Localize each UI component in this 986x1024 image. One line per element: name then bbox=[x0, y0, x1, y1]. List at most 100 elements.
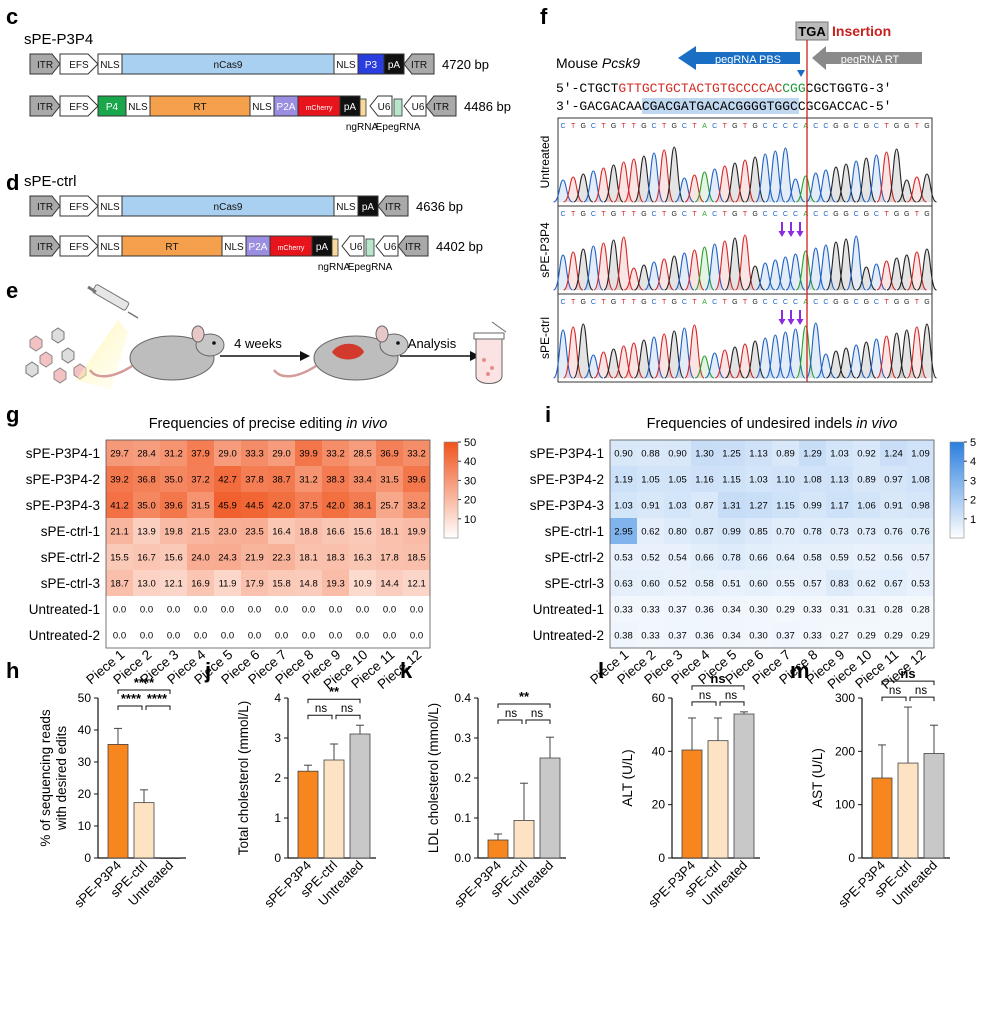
trace-peak bbox=[916, 248, 938, 291]
mouse-icon-before bbox=[88, 325, 225, 381]
base-call: C bbox=[591, 123, 596, 130]
heatmap-cell-value: 24.0 bbox=[191, 553, 210, 564]
track-frame bbox=[557, 117, 933, 207]
heatmap-cell-value: 16.9 bbox=[191, 579, 210, 590]
heatmap-cell-value: 37.8 bbox=[245, 475, 264, 486]
u6-promoter bbox=[403, 95, 427, 117]
workflow-illustration: 4 weeks Analysis bbox=[25, 284, 507, 390]
heatmap-cell-value: 1.03 bbox=[668, 501, 687, 512]
heatmap-cell bbox=[880, 544, 907, 570]
significance-label: **** bbox=[147, 691, 168, 706]
heatmap-cell-value: 41.2 bbox=[110, 501, 129, 512]
heatmap-cell-value: 19.8 bbox=[164, 527, 183, 538]
heatmap-cell bbox=[637, 544, 664, 570]
base-call: G bbox=[843, 123, 848, 130]
heatmap-cell bbox=[826, 492, 853, 518]
heatmap-cell-value: 0.37 bbox=[668, 605, 687, 616]
heatmap-cell bbox=[376, 466, 403, 492]
epegrna-scaffold bbox=[365, 238, 375, 257]
heatmap-cell bbox=[610, 466, 637, 492]
base-call: A bbox=[803, 211, 808, 218]
heatmap-cell bbox=[322, 518, 349, 544]
ngrna-scaffold bbox=[359, 98, 367, 117]
base-call: A bbox=[803, 299, 808, 306]
base-call: C bbox=[823, 299, 828, 306]
heatmap-cell bbox=[853, 622, 880, 648]
base-call: G bbox=[581, 211, 586, 218]
base-call: C bbox=[773, 123, 778, 130]
element-label: pA bbox=[344, 102, 357, 113]
y-tick-label: 0.0 bbox=[454, 851, 471, 865]
bar-chart-h: 0 10 20 30 40 50 % of sequencing reads with des… bbox=[38, 675, 186, 911]
heatmap-cell bbox=[691, 492, 718, 518]
heatmap-cell-value: 1.15 bbox=[722, 475, 741, 486]
heatmap-cell bbox=[376, 492, 403, 518]
base-call: C bbox=[651, 211, 656, 218]
heatmap-cell bbox=[133, 570, 160, 596]
heatmap-cell bbox=[241, 596, 268, 622]
base-call: T bbox=[743, 211, 748, 218]
heatmap-cell bbox=[187, 492, 214, 518]
pegrna-pbs-arrow bbox=[678, 46, 800, 70]
heatmap-cell bbox=[718, 492, 745, 518]
heatmap-cell bbox=[403, 466, 430, 492]
heatmap-cell bbox=[664, 492, 691, 518]
significance-bracket bbox=[881, 696, 907, 702]
heatmap-cell-value: 16.4 bbox=[272, 527, 291, 538]
heatmap-cell-value: 0.78 bbox=[803, 527, 822, 538]
heatmap-cell-value: 10.9 bbox=[353, 579, 372, 590]
y-tick-label: 60 bbox=[652, 691, 666, 705]
heatmap-cell bbox=[241, 544, 268, 570]
significance-label: ** bbox=[519, 689, 530, 704]
heatmap-cell bbox=[826, 596, 853, 622]
heatmap-cell bbox=[268, 440, 295, 466]
bar bbox=[733, 713, 755, 859]
base-call: G bbox=[894, 299, 899, 306]
heatmap-row-label: sPE-P3P4-3 bbox=[26, 498, 100, 513]
itr-element bbox=[425, 95, 457, 117]
heatmap-cell bbox=[637, 466, 664, 492]
heatmap-cell bbox=[637, 622, 664, 648]
heatmap-cell bbox=[664, 570, 691, 596]
heatmap-cell-value: 31.5 bbox=[191, 501, 210, 512]
ngrna-label: ngRNA bbox=[318, 262, 351, 273]
track-label: sPE-ctrl bbox=[538, 317, 552, 359]
heatmap-cell-value: 0.76 bbox=[884, 527, 903, 538]
significance-bracket bbox=[497, 703, 551, 708]
heatmap-cell-value: 0.33 bbox=[641, 605, 660, 616]
heatmap-cell bbox=[610, 544, 637, 570]
heatmap-cell bbox=[241, 622, 268, 648]
heatmap-cell-value: 0.59 bbox=[830, 553, 849, 564]
base-call: T bbox=[723, 123, 728, 130]
bar bbox=[539, 757, 561, 859]
heatmap-cell-value: 1.25 bbox=[722, 449, 741, 460]
significance-label: ** bbox=[329, 684, 340, 699]
heatmap-cell-value: 0.80 bbox=[668, 527, 687, 538]
significance-label: ns bbox=[699, 690, 711, 702]
significance-label: ns bbox=[315, 703, 327, 715]
heatmap-cell-value: 0.33 bbox=[641, 631, 660, 642]
heatmap-cell-value: 0.34 bbox=[722, 605, 741, 616]
base-call: C bbox=[874, 123, 879, 130]
heatmap-cell-value: 18.5 bbox=[407, 553, 426, 564]
base-call: C bbox=[561, 299, 566, 306]
heatmap-cell bbox=[907, 622, 934, 648]
heatmap-cell-value: 19.3 bbox=[326, 579, 345, 590]
heatmap-cell bbox=[691, 544, 718, 570]
heatmap-cell-value: 0.52 bbox=[668, 579, 687, 590]
heatmap-cell-value: 1.09 bbox=[911, 449, 930, 460]
heatmap-cell bbox=[214, 466, 241, 492]
heatmap-cell-value: 0.0 bbox=[356, 605, 369, 616]
y-tick-label: 2 bbox=[274, 771, 281, 785]
heatmap-cell-value: 0.29 bbox=[884, 631, 903, 642]
heatmap-cell-value: 39.9 bbox=[299, 449, 318, 460]
heatmap-cell bbox=[880, 622, 907, 648]
element-label: U6 bbox=[412, 102, 425, 113]
heatmap-cell bbox=[187, 596, 214, 622]
heatmap-undesired-indels: Frequencies of undesired indels in vivo s… bbox=[530, 416, 976, 692]
epegrna-label: EpegRNA bbox=[376, 122, 421, 133]
heatmap-cell-value: 17.9 bbox=[245, 579, 264, 590]
